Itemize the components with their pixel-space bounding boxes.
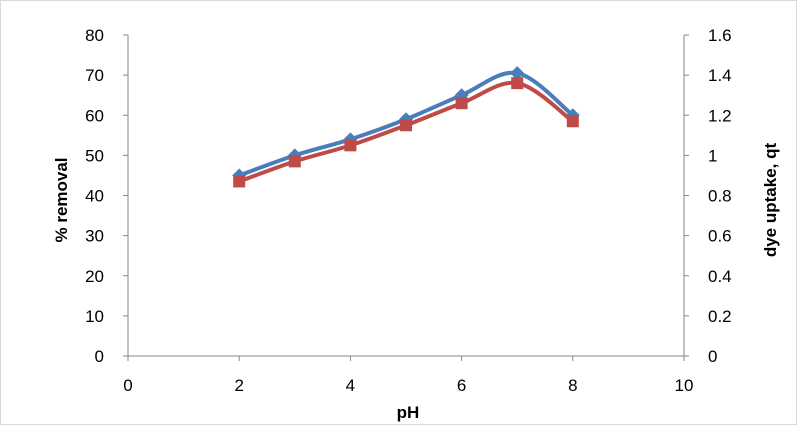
y2-tick-label: 1.2 [708,106,732,125]
y2-tick-label: 0 [708,347,717,366]
y-tick-label: 20 [85,267,104,286]
data-point-square [511,77,524,90]
x-tick-label: 0 [123,376,132,395]
y-tick-label: 10 [85,307,104,326]
y-tick-label: 80 [85,26,104,45]
x-tick-label: 4 [346,376,355,395]
x-tick-label: 6 [457,376,466,395]
y2-axis-title: dye uptake, qt [761,143,780,258]
x-axis-title: pH [397,403,420,422]
x-tick-label: 10 [675,376,694,395]
data-point-diamond [510,66,525,81]
y-tick-label: 50 [85,146,104,165]
data-point-square [233,175,246,188]
y-tick-label: 30 [85,227,104,246]
y2-tick-label: 1.4 [708,66,732,85]
y2-tick-label: 0.6 [708,227,732,246]
series-2 [233,77,579,188]
y-tick-label: 60 [85,106,104,125]
y2-tick-label: 0.2 [708,307,732,326]
data-point-square [344,139,357,152]
y-tick-label: 40 [85,187,104,206]
data-point-square [566,115,579,128]
y2-tick-label: 0.4 [708,267,732,286]
data-point-square [400,119,412,132]
data-point-square [288,155,301,168]
data-point-square [455,97,468,110]
y-tick-label: 0 [95,347,104,366]
chart-series [232,66,580,188]
x-tick-label: 8 [568,376,577,395]
y-axis-title: % removal [52,157,71,242]
y2-tick-label: 1 [708,146,717,165]
y2-tick-label: 1.6 [708,26,732,45]
x-tick-label: 2 [234,376,243,395]
y2-tick-label: 0.8 [708,187,732,206]
y-tick-label: 70 [85,66,104,85]
chart-axes: 0 2 4 6 8 10 0 10 20 30 40 50 60 70 80 0 0.2 0.4 0.6 0.8 1 1.… [85,26,732,395]
